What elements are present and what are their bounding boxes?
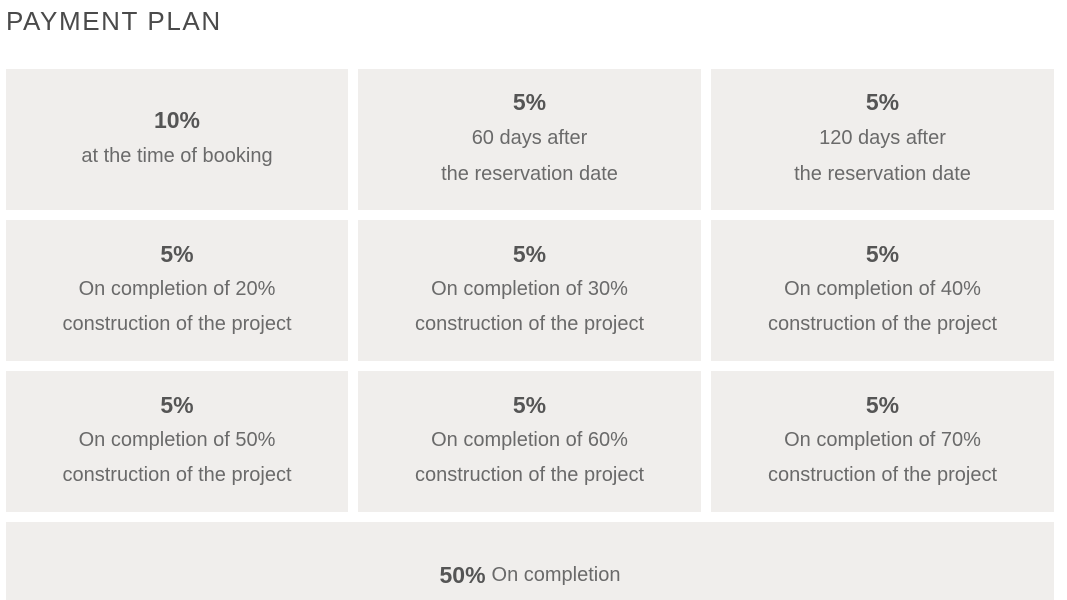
plan-description-line-1: On completion of 60% [431, 429, 628, 451]
plan-card-30-percent: 5% On completion of 30% construction of … [358, 220, 701, 361]
plan-description-line-2: the reservation date [441, 163, 618, 185]
plan-description-line-1: On completion of 40% [784, 278, 981, 300]
plan-percent: 5% [865, 241, 900, 267]
plan-description-line-1: On completion of 30% [431, 278, 628, 300]
plan-description: at the time of booking [81, 145, 273, 167]
plan-percent: 50% [439, 562, 486, 588]
plan-description-line-1: 120 days after [819, 127, 946, 149]
plan-card-on-completion: 50% On completion [6, 522, 1054, 600]
plan-card-50-percent: 5% On completion of 50% construction of … [6, 371, 348, 512]
plan-card-booking: 10% at the time of booking [6, 69, 348, 210]
plan-percent: 10% [153, 107, 201, 133]
plan-percent: 5% [865, 392, 900, 418]
plan-description-line-1: On completion of 20% [78, 278, 276, 300]
plan-card-120-days: 5% 120 days after the reservation date [711, 69, 1054, 210]
plan-card-40-percent: 5% On completion of 40% construction of … [711, 220, 1054, 361]
plan-description-line-2: construction of the project [414, 313, 644, 335]
plan-card-70-percent: 5% On completion of 70% construction of … [711, 371, 1054, 512]
plan-percent: 5% [160, 392, 194, 418]
plan-description-line-2: construction of the project [62, 313, 292, 335]
plan-card-20-percent: 5% On completion of 20% construction of … [6, 220, 348, 361]
plan-description-line-2: construction of the project [767, 313, 997, 335]
plan-description-line-2: the reservation date [794, 163, 971, 185]
plan-description-line-2: construction of the project [767, 464, 997, 486]
plan-percent: 5% [512, 241, 547, 267]
plan-percent: 5% [865, 89, 900, 115]
plan-percent: 5% [512, 89, 547, 115]
plan-description-line-1: 60 days after [471, 127, 588, 149]
plan-card-60-days: 5% 60 days after the reservation date [358, 69, 701, 210]
plan-description-line-1: On completion of 50% [78, 429, 276, 451]
plan-description: On completion [491, 564, 621, 586]
payment-plan-grid: 10% at the time of booking 5% 60 days af… [6, 69, 1054, 512]
plan-percent: 5% [512, 392, 547, 418]
page-title: PAYMENT PLAN [6, 6, 222, 36]
plan-description-line-2: construction of the project [414, 464, 644, 486]
plan-percent: 5% [160, 241, 194, 267]
plan-card-60-percent: 5% On completion of 60% construction of … [358, 371, 701, 512]
plan-description-line-1: On completion of 70% [784, 429, 981, 451]
plan-description-line-2: construction of the project [62, 464, 292, 486]
